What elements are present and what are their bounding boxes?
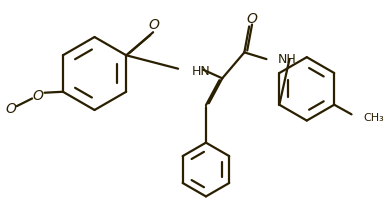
Text: O: O xyxy=(32,89,43,103)
Text: CH₃: CH₃ xyxy=(363,113,384,123)
Text: O: O xyxy=(247,12,257,26)
Text: O: O xyxy=(5,102,17,116)
Text: NH: NH xyxy=(278,53,297,66)
Text: O: O xyxy=(149,18,159,33)
Text: HN: HN xyxy=(191,65,210,78)
